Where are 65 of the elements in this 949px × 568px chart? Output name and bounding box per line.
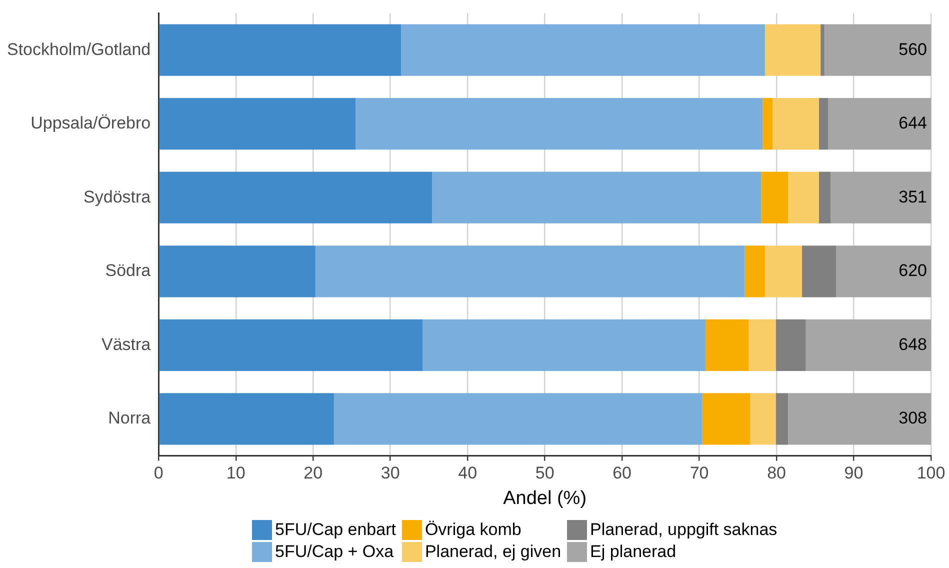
legend-label: 5FU/Cap + Oxa: [275, 542, 394, 562]
x-tick-label: 80: [767, 464, 786, 483]
y-tick-label: Västra: [101, 334, 152, 354]
bar: [159, 98, 356, 150]
legend-label: 5FU/Cap enbart: [275, 520, 396, 540]
bar: [830, 172, 931, 224]
bar: [750, 393, 776, 445]
x-tick-label: 20: [304, 464, 323, 483]
bar: [824, 24, 931, 76]
x-axis-title: Andel (%): [503, 488, 587, 509]
x-tick-label: 0: [154, 464, 164, 483]
bar: [702, 393, 750, 445]
bar: [819, 98, 828, 150]
bar: [159, 24, 402, 76]
annotation: 648: [898, 334, 927, 354]
bar: [159, 393, 334, 445]
bar: [764, 246, 802, 298]
bar: [802, 246, 836, 298]
bar: [762, 98, 773, 150]
bar: [705, 319, 749, 371]
bar: [806, 319, 931, 371]
bar: [159, 319, 423, 371]
bar: [159, 172, 432, 224]
annotation: 308: [898, 408, 927, 428]
bar: [836, 246, 931, 298]
bar: [356, 98, 763, 150]
legend-label: Planerad, ej given: [424, 542, 562, 562]
x-tick-label: 70: [690, 464, 709, 483]
legend-label: Övriga komb: [424, 520, 522, 540]
bar: [828, 98, 931, 150]
bar: [819, 172, 831, 224]
bar: [401, 24, 765, 76]
bar: [744, 246, 765, 298]
annotation: 620: [898, 261, 927, 280]
y-tick-label: Södra: [105, 261, 152, 280]
annotation: 351: [898, 187, 927, 206]
bar: [432, 172, 762, 224]
y-tick-label: Uppsala/Örebro: [30, 114, 151, 133]
bar: [761, 172, 788, 224]
bar: [334, 393, 702, 445]
bar: [748, 319, 776, 371]
legend-label: Planerad, uppgift saknas: [590, 520, 778, 540]
x-tick-label: 90: [844, 464, 864, 483]
y-tick-label: Norra: [108, 408, 152, 428]
bar: [159, 246, 316, 298]
x-tick-label: 100: [916, 464, 946, 483]
x-tick-label: 50: [535, 464, 554, 483]
bar: [776, 319, 806, 371]
bar: [422, 319, 706, 371]
annotation: 644: [898, 114, 927, 133]
bar: [788, 172, 820, 224]
bar: [820, 24, 824, 76]
bar: [788, 393, 931, 445]
y-tick-label: Sydöstra: [84, 187, 152, 206]
bar: [776, 393, 788, 445]
y-tick-label: Stockholm/Gotland: [6, 40, 151, 59]
annotation: 560: [898, 40, 927, 59]
x-tick-label: 10: [226, 464, 246, 483]
x-tick-label: 60: [612, 464, 632, 483]
bar: [764, 24, 821, 76]
bar: [315, 246, 745, 298]
bar: [772, 98, 820, 150]
x-tick-label: 40: [458, 464, 478, 483]
legend-label: Ej planerad: [590, 542, 676, 562]
x-tick-label: 30: [380, 464, 400, 483]
